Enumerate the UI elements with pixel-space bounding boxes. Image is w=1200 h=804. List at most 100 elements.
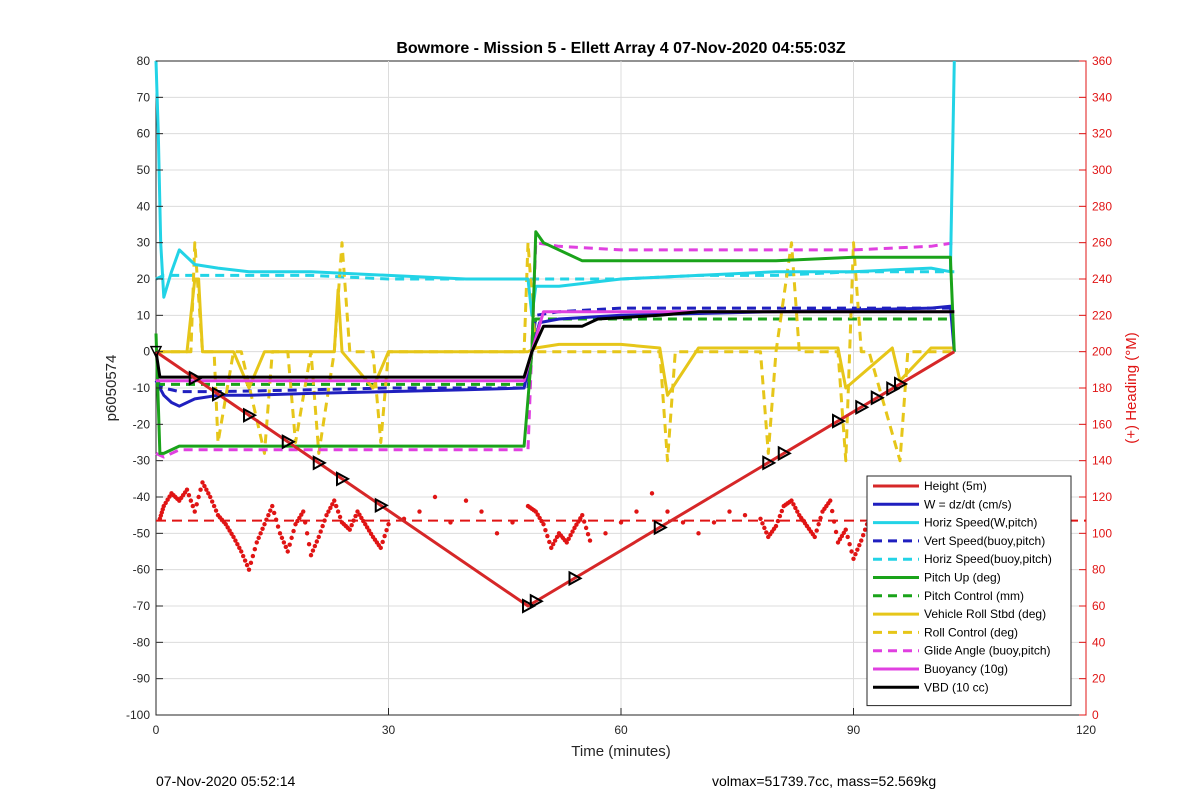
legend-box: [866, 475, 1072, 707]
heading-point: [580, 512, 585, 518]
y-tick-label: 10: [137, 308, 151, 322]
heading-point: [760, 521, 765, 526]
y-tick-label: 70: [137, 90, 151, 104]
heading-point: [192, 509, 197, 514]
heading-point: [570, 529, 575, 534]
y-axis-label: p6050574: [103, 355, 120, 422]
heading-point: [283, 544, 289, 550]
heading-point: [270, 503, 275, 509]
heading-point: [777, 513, 783, 519]
heading-point: [543, 527, 548, 533]
heading-point: [779, 508, 785, 514]
x-tick-label: 0: [153, 723, 160, 737]
heading-point: [332, 498, 337, 503]
y-tick-label: -60: [133, 563, 151, 577]
heading-point: [167, 494, 172, 499]
heading-point: [285, 549, 290, 554]
heading-point: [165, 497, 170, 502]
heading-point: [665, 509, 670, 514]
heading-point: [432, 494, 438, 500]
y-tick-label: 20: [137, 272, 151, 286]
heading-point: [310, 548, 316, 553]
heading-point: [550, 542, 556, 547]
heading-point: [851, 556, 856, 561]
height-marker: [762, 455, 777, 471]
height-marker: [336, 471, 351, 487]
y-tick-label: -70: [133, 599, 151, 613]
heading-point: [184, 487, 190, 492]
heading-point: [837, 537, 843, 542]
heading-point: [264, 517, 269, 522]
heading-point: [581, 519, 587, 524]
series-line: [156, 241, 955, 463]
series-line: [154, 60, 956, 317]
heading-point: [494, 531, 500, 536]
heading-point: [835, 540, 841, 545]
heading-point: [862, 527, 868, 532]
height-marker: [568, 570, 583, 587]
y-axis-right-label: (+) Heading (°M): [1123, 332, 1140, 443]
y-tick-label: -90: [133, 672, 151, 686]
legend-label: Horiz Speed(buoy,pitch): [924, 552, 1052, 566]
y-right-tick-label: 320: [1092, 127, 1112, 141]
heading-point: [549, 545, 554, 551]
heading-point: [246, 567, 252, 572]
heading-point: [849, 549, 854, 554]
heading-point: [198, 487, 203, 492]
heading-point: [572, 525, 577, 531]
heading-point: [271, 510, 277, 516]
heading-point: [244, 562, 250, 568]
heading-point: [380, 539, 385, 545]
heading-point: [853, 552, 858, 557]
y-tick-label: 0: [143, 345, 150, 359]
height-marker: [374, 497, 389, 514]
heading-point: [229, 531, 234, 536]
heading-point: [585, 532, 591, 537]
y-tick-label: -10: [133, 381, 151, 395]
y-tick-label: -20: [133, 417, 151, 431]
y-right-tick-label: 0: [1092, 708, 1099, 722]
heading-point: [847, 542, 852, 547]
heading-point: [196, 494, 201, 500]
heading-point: [250, 553, 256, 559]
legend-label: Roll Control (deg): [924, 625, 1018, 639]
heading-point: [254, 540, 259, 545]
y-right-tick-label: 100: [1092, 526, 1112, 540]
heading-point: [306, 542, 312, 547]
heading-point: [855, 547, 860, 552]
heading-point: [758, 516, 763, 521]
heading-point: [583, 525, 589, 531]
heading-point: [299, 512, 304, 517]
heading-point: [382, 533, 387, 539]
heading-point: [696, 531, 701, 536]
y-tick-label: 50: [137, 163, 151, 177]
heading-point: [568, 532, 573, 538]
footer-timestamp: 07-Nov-2020 05:52:14: [156, 773, 296, 789]
heading-point: [235, 542, 240, 547]
series-line: [156, 310, 955, 383]
height-marker: [243, 407, 258, 423]
heading-point: [860, 532, 866, 538]
heading-point: [200, 480, 205, 485]
y-right-tick-label: 200: [1092, 345, 1112, 359]
y-right-tick-label: 300: [1092, 163, 1112, 177]
heading-point: [202, 483, 207, 489]
heading-point: [841, 530, 847, 536]
heading-point: [277, 531, 283, 536]
heading-point: [260, 526, 265, 531]
heading-point: [206, 491, 211, 496]
heading-point: [333, 503, 339, 509]
legend-label: Horiz Speed(W,pitch): [924, 516, 1037, 530]
heading-point: [293, 522, 298, 527]
heading-point: [384, 527, 389, 533]
heading-point: [649, 491, 655, 496]
heading-point: [194, 502, 199, 507]
height-marker: [522, 598, 537, 614]
heading-point: [537, 515, 542, 521]
height-marker: [653, 519, 668, 536]
series-line: [154, 310, 955, 379]
heading-point: [318, 529, 323, 534]
heading-point: [795, 509, 800, 514]
y-right-tick-label: 140: [1092, 454, 1112, 468]
heading-point: [330, 502, 335, 507]
